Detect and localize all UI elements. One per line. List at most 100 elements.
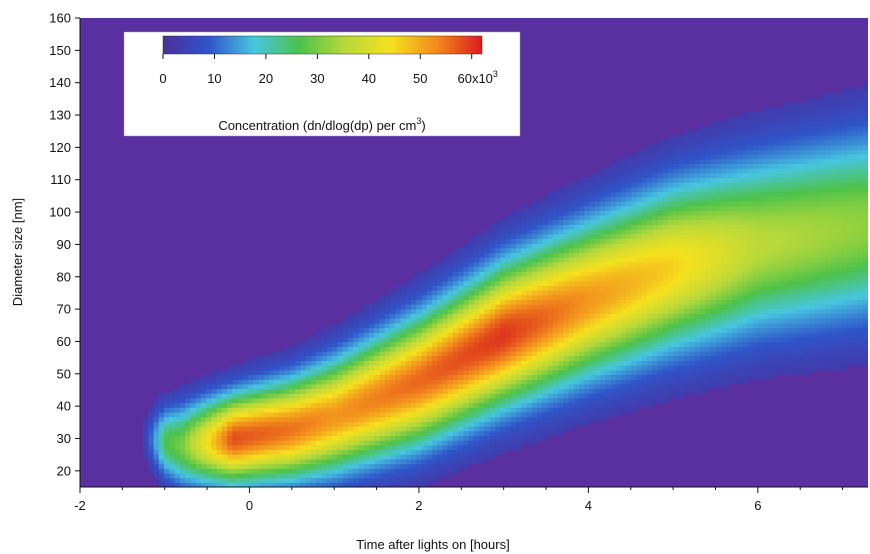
heatmap-cell xyxy=(705,168,711,174)
heatmap-cell xyxy=(636,186,643,193)
heatmap-cell xyxy=(305,374,312,380)
heatmap-cell xyxy=(720,355,727,361)
heatmap-cell xyxy=(437,304,444,310)
heatmap-cell xyxy=(463,360,470,366)
heatmap-cell xyxy=(747,313,754,319)
heatmap-cell xyxy=(452,332,459,338)
heatmap-cell xyxy=(227,397,233,404)
heatmap-cell xyxy=(626,280,633,286)
heatmap-cell xyxy=(431,374,438,380)
heatmap-cell xyxy=(710,121,717,127)
heatmap-cell xyxy=(537,238,543,244)
heatmap-cell xyxy=(731,336,738,343)
heatmap-cell xyxy=(710,365,717,371)
heatmap-cell xyxy=(521,426,528,432)
heatmap-cell xyxy=(258,435,265,441)
heatmap-cell xyxy=(684,238,690,244)
heatmap-cell xyxy=(563,233,570,240)
heatmap-cell xyxy=(400,350,407,357)
heatmap-cell xyxy=(374,327,381,333)
heatmap-cell xyxy=(216,411,223,418)
heatmap-cell xyxy=(631,383,638,390)
heatmap-cell xyxy=(678,336,685,343)
heatmap-cell xyxy=(747,177,754,183)
heatmap-cell xyxy=(542,393,549,399)
heatmap-cell xyxy=(741,130,748,136)
heatmap-cell xyxy=(668,210,675,216)
heatmap-cell xyxy=(510,210,517,216)
heatmap-cell xyxy=(605,285,612,291)
heatmap-cell xyxy=(305,435,312,441)
heatmap-cell xyxy=(337,379,344,385)
heatmap-cell xyxy=(237,379,244,385)
heatmap-cell xyxy=(342,318,349,324)
heatmap-cell xyxy=(558,257,564,263)
heatmap-cell xyxy=(353,421,360,427)
heatmap-cell xyxy=(747,327,754,333)
heatmap-cell xyxy=(542,379,549,385)
heatmap-cell xyxy=(505,266,512,272)
heatmap-cell xyxy=(516,407,522,413)
heatmap-cell xyxy=(321,383,328,390)
heatmap-cell xyxy=(636,341,643,347)
heatmap-cell xyxy=(731,205,738,211)
heatmap-cell xyxy=(253,379,260,385)
heatmap-cell xyxy=(647,355,654,361)
heatmap-cell xyxy=(694,299,701,305)
heatmap-cell xyxy=(610,247,617,254)
heatmap-cell xyxy=(316,477,323,483)
heatmap-cell xyxy=(668,214,675,221)
heatmap-cell xyxy=(358,369,365,376)
heatmap-cell xyxy=(621,374,627,380)
heatmap-cell xyxy=(164,444,170,451)
heatmap-cell xyxy=(158,411,165,418)
heatmap-cell xyxy=(358,341,365,347)
heatmap-cell xyxy=(421,341,428,347)
heatmap-cell xyxy=(673,186,680,193)
heatmap-cell xyxy=(584,243,591,249)
heatmap-cell xyxy=(673,365,680,371)
heatmap-cell xyxy=(757,341,764,347)
heatmap-cell xyxy=(248,463,254,469)
heatmap-cell xyxy=(468,243,475,249)
heatmap-cell xyxy=(232,379,239,385)
heatmap-cell xyxy=(615,196,622,202)
heatmap-cell xyxy=(694,294,701,300)
heatmap-cell xyxy=(505,219,512,225)
heatmap-cell xyxy=(621,388,627,394)
heatmap-cell xyxy=(663,365,669,371)
heatmap-cell xyxy=(731,186,738,193)
heatmap-cell xyxy=(568,280,575,286)
heatmap-cell xyxy=(621,369,627,376)
heatmap-cell xyxy=(579,350,585,357)
heatmap-cell xyxy=(610,257,617,263)
heatmap-cell xyxy=(410,304,417,310)
heatmap-cell xyxy=(332,379,339,385)
heatmap-cell xyxy=(684,313,690,319)
heatmap-cell xyxy=(563,275,570,282)
heatmap-cell xyxy=(495,304,501,310)
heatmap-cell xyxy=(190,472,197,479)
heatmap-cell xyxy=(636,388,643,394)
heatmap-cell xyxy=(179,397,186,404)
heatmap-cell xyxy=(537,280,543,286)
heatmap-cell xyxy=(206,435,212,441)
heatmap-cell xyxy=(579,196,585,202)
heatmap-cell xyxy=(232,449,239,455)
heatmap-cell xyxy=(311,388,317,394)
heatmap-cell xyxy=(531,416,538,422)
heatmap-cell xyxy=(332,397,339,404)
heatmap-cell xyxy=(684,154,690,160)
heatmap-cell xyxy=(668,135,675,141)
heatmap-cell xyxy=(316,458,323,465)
heatmap-cell xyxy=(279,426,286,432)
heatmap-cell xyxy=(421,332,428,338)
heatmap-cell xyxy=(516,247,522,254)
heatmap-cell xyxy=(615,346,622,352)
heatmap-cell xyxy=(600,214,606,221)
heatmap-cell xyxy=(652,369,659,376)
heatmap-cell xyxy=(726,144,733,150)
heatmap-cell xyxy=(468,308,475,315)
heatmap-cell xyxy=(720,294,727,300)
heatmap-cell xyxy=(558,388,564,394)
